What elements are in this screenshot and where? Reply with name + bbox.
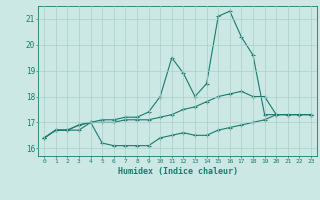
X-axis label: Humidex (Indice chaleur): Humidex (Indice chaleur) xyxy=(118,167,238,176)
